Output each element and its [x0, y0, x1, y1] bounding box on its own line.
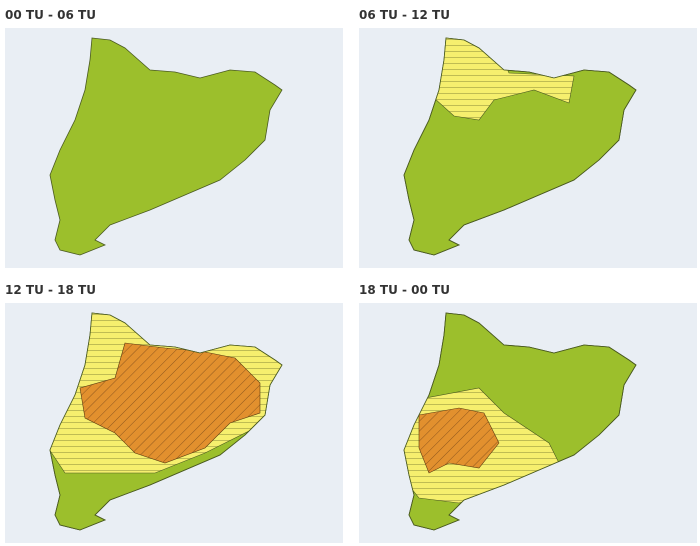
- panel-title: 12 TU - 18 TU: [5, 283, 96, 297]
- panel-title: 06 TU - 12 TU: [359, 8, 450, 22]
- map-panel: [359, 303, 697, 543]
- panel-title: 18 TU - 00 TU: [359, 283, 450, 297]
- warning-area: [50, 313, 282, 474]
- map-panel: [5, 303, 343, 543]
- region: [49, 37, 283, 256]
- panel-title: 00 TU - 06 TU: [5, 8, 96, 22]
- map-panel: [5, 28, 343, 268]
- map-panel: [359, 28, 697, 268]
- region: [403, 37, 637, 256]
- warning-area: [404, 387, 560, 504]
